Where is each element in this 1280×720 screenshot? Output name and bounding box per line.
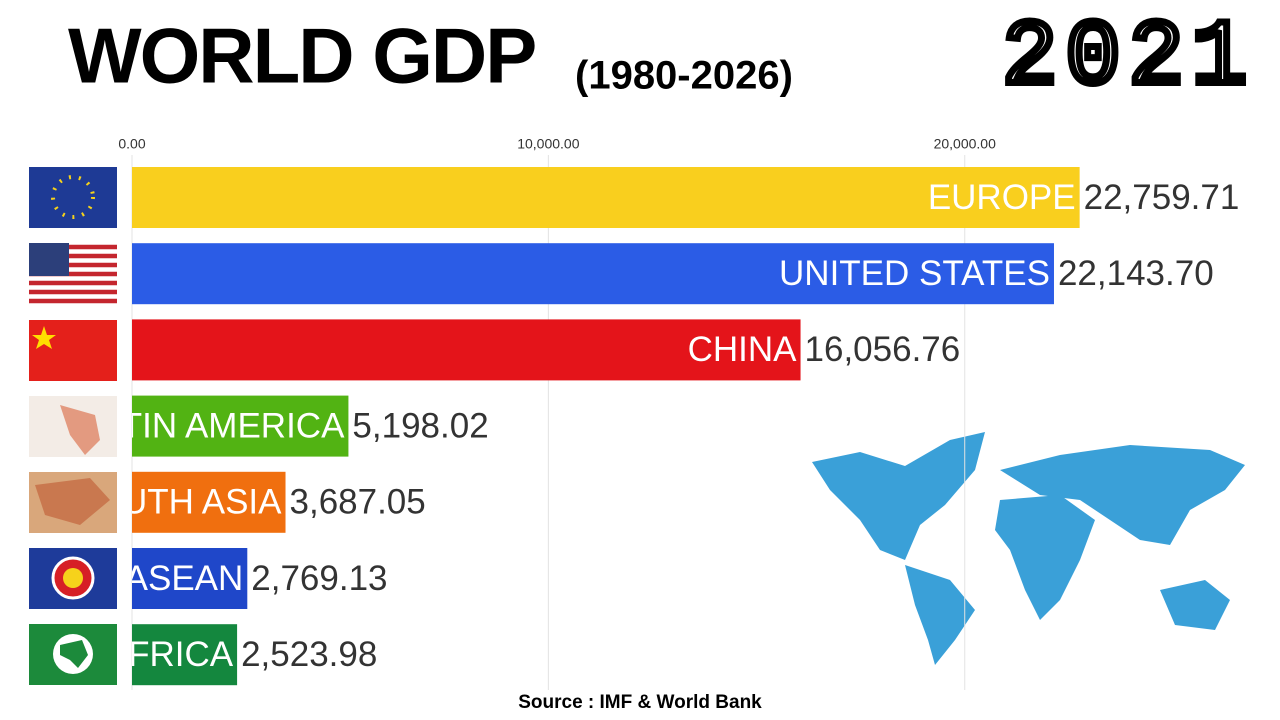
chart-title: WORLD GDP	[68, 12, 535, 100]
map-africa	[995, 495, 1095, 620]
map-eurasia	[1000, 445, 1245, 545]
value-label: 16,056.76	[805, 330, 961, 369]
bar	[132, 548, 248, 609]
flag-us-canton	[29, 243, 69, 276]
value-label: 2,769.13	[251, 559, 387, 598]
map-north-america	[812, 432, 985, 560]
bar	[132, 624, 238, 686]
value-label: 22,143.70	[1058, 254, 1214, 293]
bar-label: SOUTH ASIA	[71, 483, 282, 522]
flag-asean-rice	[63, 568, 83, 588]
x-tick-label: 0.00	[118, 136, 145, 152]
plot-area: 0.00 10,000.00 20,000.00 EUROPE 22,759.71 UNI…	[71, 136, 1240, 690]
bar-label: LATIN AMERICA	[81, 406, 346, 445]
flag-china	[29, 320, 117, 381]
value-label: 2,523.98	[241, 635, 377, 674]
map-south-america	[905, 565, 975, 665]
flag-south-asia-map	[35, 478, 110, 525]
flag-latin-america-map	[60, 405, 100, 455]
bar-label: CHINA	[688, 330, 798, 369]
flag-africa-map	[60, 640, 88, 668]
year-label: 2021	[1002, 5, 1255, 110]
flag-china-star	[32, 326, 56, 349]
bar-label: UNITED STATES	[779, 254, 1050, 293]
bar	[132, 471, 286, 533]
bar-label: EUROPE	[928, 178, 1076, 217]
bar-label: AFRICA	[105, 635, 234, 674]
x-tick-label: 20,000.00	[934, 136, 996, 152]
bar	[132, 243, 1054, 305]
chart-subtitle: (1980-2026)	[575, 54, 793, 98]
value-label: 3,687.05	[290, 483, 426, 522]
world-map	[812, 432, 1245, 665]
flags	[29, 167, 117, 685]
value-label: 5,198.02	[352, 406, 488, 445]
flag-eu-stars	[51, 175, 95, 219]
map-australia	[1160, 580, 1230, 630]
value-label: 22,759.71	[1084, 178, 1240, 217]
bar-label: ASEAN	[125, 559, 244, 598]
flag-us-stripes	[29, 244, 117, 304]
bar	[132, 319, 801, 381]
source-note: Source : IMF & World Bank	[518, 692, 762, 713]
x-tick-label: 10,000.00	[517, 136, 579, 152]
bar	[132, 395, 349, 457]
bar	[132, 167, 1080, 228]
